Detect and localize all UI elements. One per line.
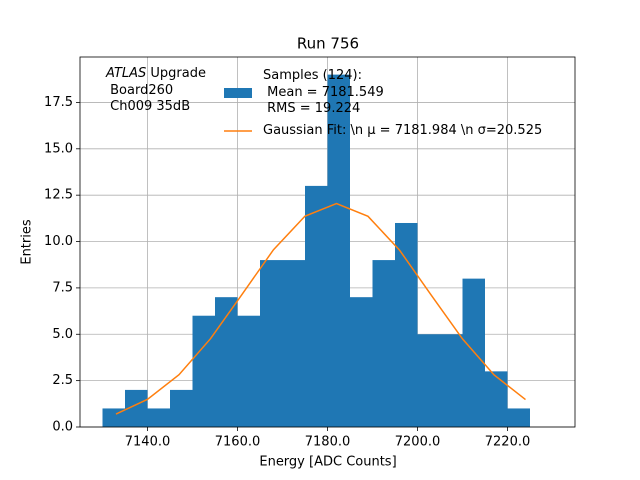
y-tick-label: 15.0 [44,141,73,156]
legend-label: Gaussian Fit: \n μ = 7181.984 \n σ=20.52… [263,123,543,138]
legend-label: Samples (124): Mean = 7181.549 RMS = 19.… [263,68,384,116]
annotation: ATLAS Upgrade Board260 Ch009 35dB [106,66,206,116]
y-tick-label: 17.5 [44,95,73,110]
bar [395,222,418,427]
bar [305,185,328,427]
y-tick-label: 7.5 [52,280,73,295]
bar [440,334,463,427]
bar [260,260,283,427]
annotation-text: Upgrade Board260 Ch009 35dB [110,66,206,114]
x-axis-label: Energy [ADC Counts] [259,455,396,470]
bar [327,74,350,427]
annotation-italic: ATLAS [106,66,147,81]
chart-title: Run 756 [297,35,359,53]
bar [215,297,238,427]
x-tick-label: 7140.0 [125,435,171,450]
y-tick-label: 10.0 [44,234,73,249]
bar [170,389,193,427]
y-tick-label: 2.5 [52,373,73,388]
bar [417,334,440,427]
legend-swatch [224,88,252,98]
x-tick-label: 7200.0 [395,435,441,450]
bar [282,260,305,427]
bar [237,315,260,427]
bar [372,260,395,427]
fit-line [115,202,526,415]
bar [350,297,373,427]
y-tick-label: 5.0 [52,327,73,342]
bar [192,315,215,427]
bar [147,408,170,427]
y-tick-label: 0.0 [52,420,73,435]
y-axis-label: Entries [20,219,35,265]
x-tick-label: 7160.0 [215,435,261,450]
bar [125,389,148,427]
bar [507,408,530,427]
y-tick-label: 12.5 [44,188,73,203]
x-tick-label: 7220.0 [485,435,531,450]
bar [485,371,508,427]
x-tick-label: 7180.0 [305,435,351,450]
